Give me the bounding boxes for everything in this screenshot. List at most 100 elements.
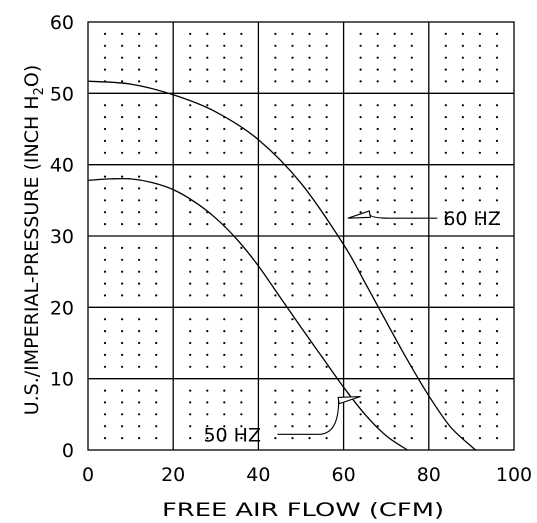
y-tick-label: 40	[50, 155, 74, 177]
grid-dot	[444, 425, 447, 428]
grid-dot	[138, 246, 141, 249]
grid-dot	[359, 211, 362, 214]
grid-dot	[206, 341, 209, 345]
grid-dot	[359, 330, 362, 333]
grid-dot	[189, 104, 192, 107]
grid-dot	[155, 104, 158, 107]
grid-dot	[495, 365, 499, 368]
grid-dot	[138, 353, 141, 356]
grid-dot	[103, 413, 107, 416]
grid-dot	[308, 127, 311, 131]
grid-dot	[274, 353, 277, 356]
grid-dot	[444, 187, 447, 190]
grid-dot	[393, 389, 396, 392]
grid-dot	[121, 44, 124, 47]
x-tick-label: 80	[417, 464, 441, 486]
grid-dot	[478, 44, 481, 47]
grid-dot	[155, 175, 158, 178]
grid-dot	[155, 282, 158, 285]
grid-dot	[274, 32, 277, 36]
grid-dot	[393, 353, 396, 356]
grid-dot	[376, 365, 379, 368]
grid-dot	[461, 127, 464, 131]
grid-dot	[138, 389, 141, 392]
grid-dot	[121, 401, 124, 404]
grid-dot	[478, 389, 481, 392]
grid-dot	[223, 437, 226, 440]
grid-dot	[444, 258, 447, 261]
grid-dot	[291, 44, 294, 47]
grid-dot	[240, 151, 243, 154]
grid-dot	[223, 127, 226, 131]
grid-dot	[223, 56, 226, 59]
grid-dot	[478, 32, 481, 36]
grid-dot	[308, 294, 311, 297]
grid-dot	[240, 223, 243, 226]
grid-dot	[478, 282, 481, 285]
grid-dot	[138, 401, 141, 404]
grid-dot	[308, 330, 311, 333]
grid-dot	[359, 365, 362, 368]
grid-dot	[240, 353, 243, 356]
grid-dot	[444, 199, 447, 202]
grid-dot	[325, 258, 328, 261]
grid-dot	[444, 413, 447, 416]
grid-dot	[121, 246, 124, 249]
grid-dot	[410, 318, 413, 321]
grid-dot	[325, 223, 328, 226]
grid-dot	[325, 116, 328, 119]
grid-dot	[410, 330, 413, 333]
grid-dot	[291, 318, 294, 321]
grid-dot	[291, 175, 294, 178]
grid-dot	[308, 365, 311, 368]
grid-dot	[461, 294, 464, 297]
grid-dot	[410, 68, 413, 71]
grid-dot	[495, 294, 499, 297]
grid-dot	[410, 175, 413, 178]
grid-dot	[103, 341, 107, 345]
grid-dot	[138, 330, 141, 333]
grid-dot	[138, 211, 141, 214]
grid-dot	[308, 425, 311, 428]
grid-dot	[393, 282, 396, 285]
grid-dot	[359, 32, 362, 36]
grid-dot	[495, 68, 499, 71]
grid-dot	[393, 437, 396, 440]
grid-dot	[138, 175, 141, 178]
grid-dot	[410, 139, 413, 142]
grid-dot	[393, 187, 396, 190]
grid-dot	[325, 389, 328, 392]
grid-dot	[376, 389, 379, 392]
grid-dot	[240, 437, 243, 440]
grid-dot	[274, 401, 277, 404]
grid-dot	[478, 80, 481, 83]
grid-dot	[410, 258, 413, 261]
arrowhead-60-hz	[347, 210, 372, 219]
grid-dot	[376, 175, 379, 178]
grid-dot	[155, 365, 158, 368]
grid-dot	[155, 401, 158, 404]
grid-dot	[155, 341, 158, 345]
grid-dot	[461, 32, 464, 36]
grid-dot	[444, 341, 447, 345]
grid-dot	[325, 318, 328, 321]
grid-dot	[376, 270, 379, 273]
grid-dot	[121, 270, 124, 273]
grid-dot	[478, 437, 481, 440]
grid-dot	[308, 80, 311, 83]
grid-dot	[359, 258, 362, 261]
grid-dot	[189, 127, 192, 131]
grid-dot	[138, 32, 141, 36]
grid-dot	[359, 282, 362, 285]
grid-dot	[393, 330, 396, 333]
grid-lines	[87, 21, 515, 451]
grid-dot	[308, 389, 311, 392]
grid-dot	[206, 223, 209, 226]
grid-dot	[240, 211, 243, 214]
grid-dot	[274, 56, 277, 59]
grid-dot	[103, 246, 107, 249]
grid-dot	[325, 187, 328, 190]
grid-dot	[376, 127, 379, 131]
grid-dot	[206, 246, 209, 249]
grid-dot	[410, 151, 413, 154]
